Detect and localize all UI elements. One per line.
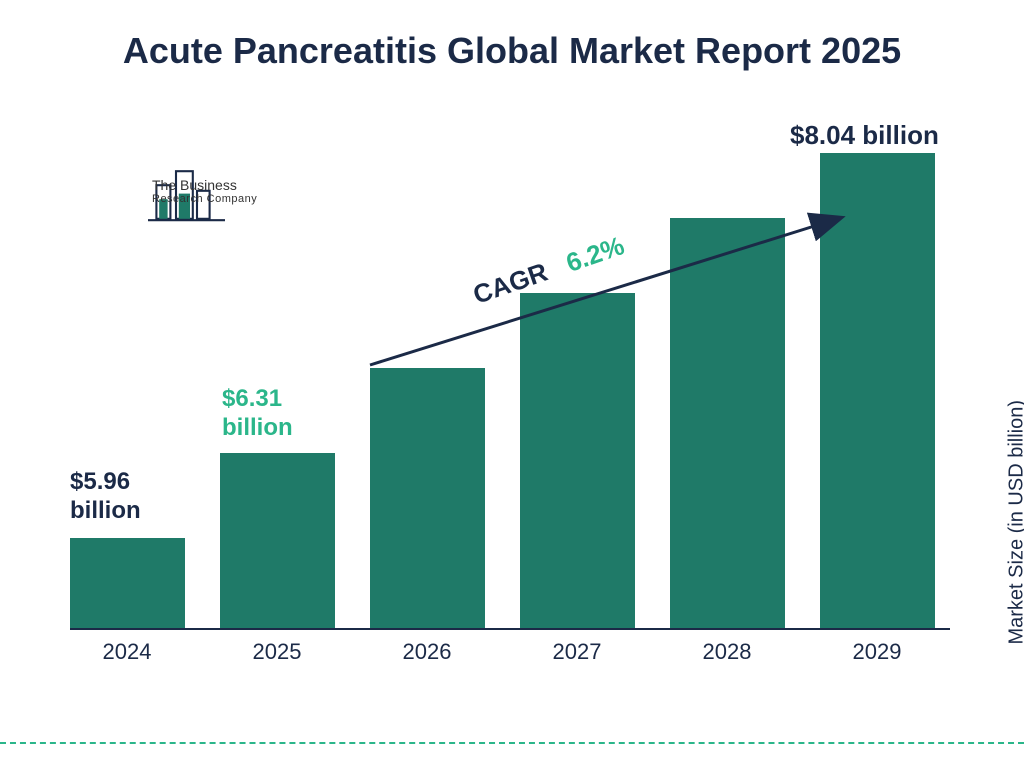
xlabel-2025: 2025 (253, 639, 302, 665)
bar-2024 (70, 538, 185, 628)
bar-2027 (520, 293, 635, 628)
value-label-2029: $8.04 billion (790, 120, 970, 151)
xlabel-2024: 2024 (103, 639, 152, 665)
x-axis-line (70, 628, 950, 630)
bottom-dashed-line (0, 742, 1024, 744)
value-2024-text: $5.96 billion (70, 468, 141, 524)
bar-2026 (370, 368, 485, 628)
value-2029-text: $8.04 billion (790, 120, 939, 150)
xlabel-2026: 2026 (403, 639, 452, 665)
chart-title: Acute Pancreatitis Global Market Report … (0, 28, 1024, 73)
bar-2029 (820, 153, 935, 628)
bar-2028 (670, 218, 785, 628)
xlabel-2028: 2028 (703, 639, 752, 665)
value-2025-text: $6.31 billion (222, 385, 293, 441)
xlabel-2027: 2027 (553, 639, 602, 665)
bar-2025 (220, 453, 335, 628)
bar-chart: 2024 2025 2026 2027 2028 2029 (70, 150, 950, 670)
y-axis-label: Market Size (in USD billion) (1006, 400, 1024, 645)
value-label-2025: $6.31 billion (222, 385, 332, 443)
value-label-2024: $5.96 billion (70, 468, 180, 526)
xlabel-2029: 2029 (853, 639, 902, 665)
